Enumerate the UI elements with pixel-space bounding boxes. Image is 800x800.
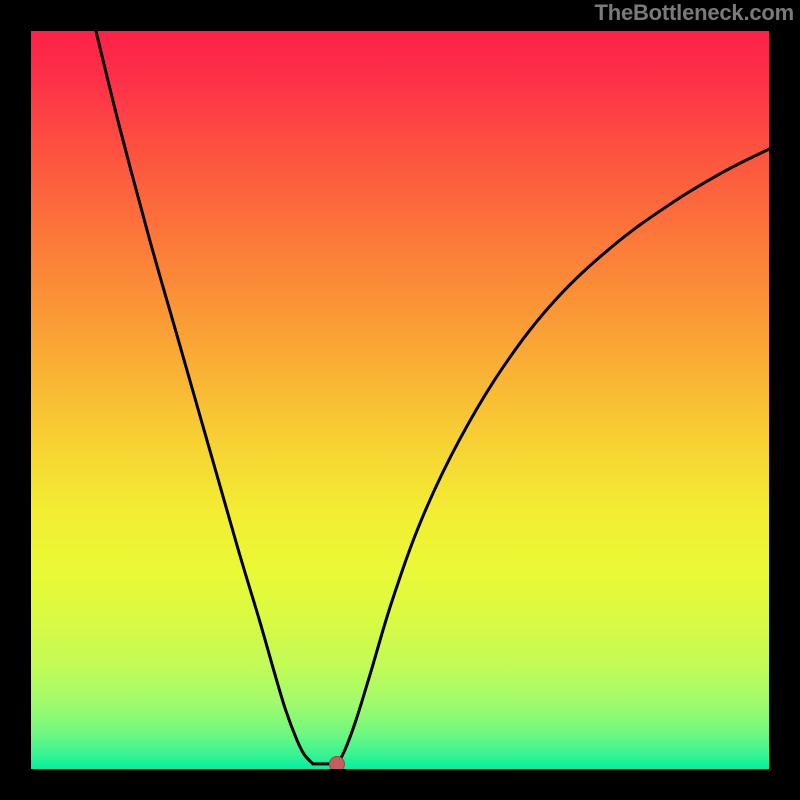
watermark-label: TheBottleneck.com — [594, 0, 794, 26]
bottleneck-curve — [31, 31, 769, 769]
chart-container: TheBottleneck.com — [0, 0, 800, 800]
plot-area — [31, 31, 769, 769]
minimum-marker — [329, 756, 345, 769]
